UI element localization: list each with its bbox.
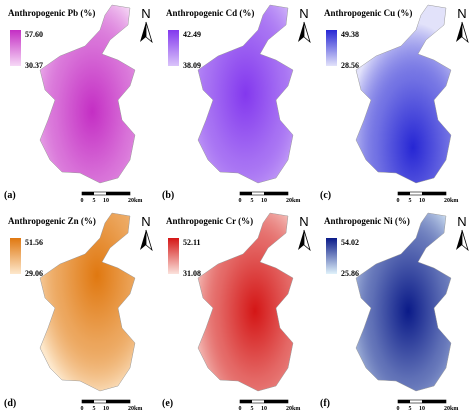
- scale-label: 20km: [286, 198, 300, 204]
- panel-label: (a): [4, 190, 16, 201]
- scale-bar: [264, 192, 288, 195]
- scale-label: 0: [81, 198, 84, 204]
- north-label: N: [141, 214, 150, 229]
- scale-bar: [106, 192, 130, 195]
- scale-label: 10: [261, 406, 267, 412]
- legend-max: 57.60: [25, 30, 43, 39]
- scale-bar: [398, 400, 410, 403]
- panel-label: (e): [162, 398, 173, 409]
- map-panel: Anthropogenic Cu (%) 49.38 28.56 N (c) 0 5 10 20…: [320, 4, 469, 204]
- north-arrow: [140, 22, 146, 42]
- scale-label: 0: [239, 198, 242, 204]
- panel-title: Anthropogenic Ni (%): [324, 216, 410, 226]
- scale-label: 10: [103, 198, 109, 204]
- scale-label: 20km: [444, 198, 458, 204]
- scale-label: 5: [409, 198, 412, 204]
- scale-label: 5: [409, 406, 412, 412]
- panel-label: (f): [320, 398, 330, 409]
- scale-bar: [422, 192, 446, 195]
- scale-label: 20km: [286, 406, 300, 412]
- scale-bar: [82, 400, 94, 403]
- map-surface: [355, 4, 452, 184]
- legend-max: 52.11: [183, 238, 201, 247]
- legend-ramp: [168, 30, 179, 66]
- panel-title: Anthropogenic Zn (%): [8, 216, 96, 226]
- scale-label: 0: [397, 406, 400, 412]
- scale-label: 20km: [444, 406, 458, 412]
- scale-bar: [240, 400, 252, 403]
- north-arrow: [145, 21, 153, 44]
- north-label: N: [457, 6, 466, 21]
- legend-ramp: [326, 238, 337, 274]
- north-arrow: [140, 230, 146, 250]
- legend-min: 28.56: [341, 61, 359, 70]
- scale-bar: [398, 192, 410, 195]
- legend-ramp: [10, 30, 21, 66]
- map-panel: Anthropogenic Pb (%) 57.60 30.37 N (a) 0 5 10 20…: [4, 4, 153, 204]
- north-label: N: [457, 214, 466, 229]
- scale-label: 0: [81, 406, 84, 412]
- north-label: N: [141, 6, 150, 21]
- legend-ramp: [168, 238, 179, 274]
- north-arrow: [461, 229, 469, 252]
- panel-title: Anthropogenic Cd (%): [166, 8, 254, 18]
- scale-label: 10: [261, 198, 267, 204]
- scale-label: 5: [93, 406, 96, 412]
- scale-bar: [106, 400, 130, 403]
- north-arrow: [303, 21, 311, 44]
- scale-bar: [422, 400, 446, 403]
- legend-max: 54.02: [341, 238, 359, 247]
- scale-label: 5: [251, 406, 254, 412]
- map-surface: [197, 4, 294, 184]
- scale-bar: [264, 400, 288, 403]
- scale-label: 0: [239, 406, 242, 412]
- legend-ramp: [10, 238, 21, 274]
- panel-label: (d): [4, 398, 16, 409]
- legend-ramp: [326, 30, 337, 66]
- scale-label: 5: [251, 198, 254, 204]
- north-arrow: [145, 229, 153, 252]
- scale-label: 10: [103, 406, 109, 412]
- scale-label: 0: [397, 198, 400, 204]
- map-panel: Anthropogenic Cd (%) 42.49 38.09 N (b) 0 5 10 20…: [162, 4, 311, 204]
- scale-bar: [82, 192, 94, 195]
- map-surface: [39, 212, 136, 392]
- map-surface: [197, 212, 294, 392]
- legend-min: 25.86: [341, 269, 359, 278]
- panel-title: Anthropogenic Pb (%): [8, 8, 95, 18]
- legend-max: 51.56: [25, 238, 43, 247]
- north-arrow: [456, 22, 462, 42]
- scale-label: 20km: [128, 198, 142, 204]
- north-arrow: [461, 21, 469, 44]
- map-surface: [39, 4, 136, 184]
- map-panel: Anthropogenic Ni (%) 54.02 25.86 N (f) 0 5 10 20…: [320, 212, 469, 412]
- legend-min: 30.37: [25, 61, 43, 70]
- panel-label: (c): [320, 190, 331, 201]
- map-panel: Anthropogenic Zn (%) 51.56 29.06 N (d) 0 5 10 20…: [4, 212, 153, 412]
- north-arrow: [303, 229, 311, 252]
- scale-label: 5: [93, 198, 96, 204]
- legend-min: 29.06: [25, 269, 43, 278]
- scale-label: 10: [419, 198, 425, 204]
- north-arrow: [298, 230, 304, 250]
- scale-label: 10: [419, 406, 425, 412]
- legend-max: 42.49: [183, 30, 201, 39]
- north-arrow: [298, 22, 304, 42]
- legend-min: 38.09: [183, 61, 201, 70]
- panel-label: (b): [162, 190, 174, 201]
- map-surface: [355, 212, 452, 392]
- panel-title: Anthropogenic Cu (%): [324, 8, 412, 18]
- north-arrow: [456, 230, 462, 250]
- map-panel: Anthropogenic Cr (%) 52.11 31.08 N (e) 0 5 10 20…: [162, 212, 311, 412]
- legend-max: 49.38: [341, 30, 359, 39]
- scale-bar: [240, 192, 252, 195]
- scale-label: 20km: [128, 406, 142, 412]
- panel-title: Anthropogenic Cr (%): [166, 216, 253, 226]
- legend-min: 31.08: [183, 269, 201, 278]
- north-label: N: [299, 6, 308, 21]
- north-label: N: [299, 214, 308, 229]
